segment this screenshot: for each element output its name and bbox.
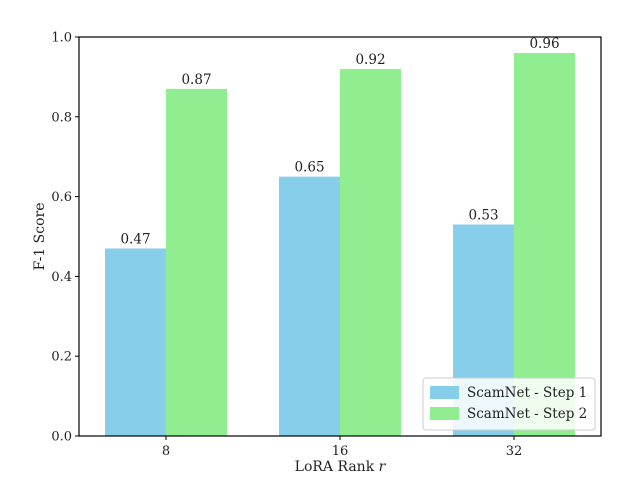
x-tick-label: 16 bbox=[332, 444, 349, 459]
y-tick-label: 1.0 bbox=[51, 31, 72, 46]
bar-step2-r8 bbox=[166, 88, 227, 437]
x-axis-title-text: LoRA Rank bbox=[295, 459, 379, 475]
legend-swatch-step2 bbox=[430, 407, 459, 420]
bar-step2-r32 bbox=[514, 52, 575, 437]
data-label-step2-r16: 0.92 bbox=[355, 52, 385, 68]
bar-step1-r16 bbox=[279, 176, 340, 436]
y-tick-label: 0.8 bbox=[51, 110, 72, 125]
x-axis-title: LoRA Rank r bbox=[295, 459, 387, 475]
x-axis-title-variable: r bbox=[379, 459, 387, 475]
x-axis-ticks: 8 16 32 bbox=[162, 436, 522, 459]
data-label-step2-r8: 0.87 bbox=[181, 72, 211, 88]
bar-step2-r16 bbox=[340, 68, 401, 437]
legend-label-step2: ScamNet - Step 2 bbox=[467, 406, 587, 422]
bar-step1-r8 bbox=[105, 248, 166, 436]
data-label-step1-r8: 0.47 bbox=[120, 231, 150, 247]
y-tick-label: 0.2 bbox=[51, 350, 72, 365]
legend-swatch-step1 bbox=[430, 386, 459, 399]
x-tick-label: 32 bbox=[506, 444, 523, 459]
data-label-step1-r32: 0.53 bbox=[468, 208, 498, 224]
x-tick-label: 8 bbox=[162, 444, 170, 459]
y-tick-label: 0.4 bbox=[51, 270, 72, 285]
y-tick-label: 0.0 bbox=[51, 430, 72, 445]
data-label-step2-r32: 0.96 bbox=[529, 36, 559, 52]
y-axis-title: F-1 Score bbox=[32, 202, 48, 270]
y-tick-label: 0.6 bbox=[51, 190, 72, 205]
data-labels-group: 0.47 0.87 0.65 0.92 0.53 0.96 bbox=[120, 36, 559, 248]
y-axis-ticks: 0.0 0.2 0.4 0.6 0.8 1.0 bbox=[51, 31, 79, 445]
legend-box bbox=[422, 377, 596, 431]
legend: ScamNet - Step 1 ScamNet - Step 2 bbox=[422, 377, 596, 431]
legend-label-step1: ScamNet - Step 1 bbox=[467, 385, 587, 401]
data-label-step1-r16: 0.65 bbox=[294, 160, 324, 176]
